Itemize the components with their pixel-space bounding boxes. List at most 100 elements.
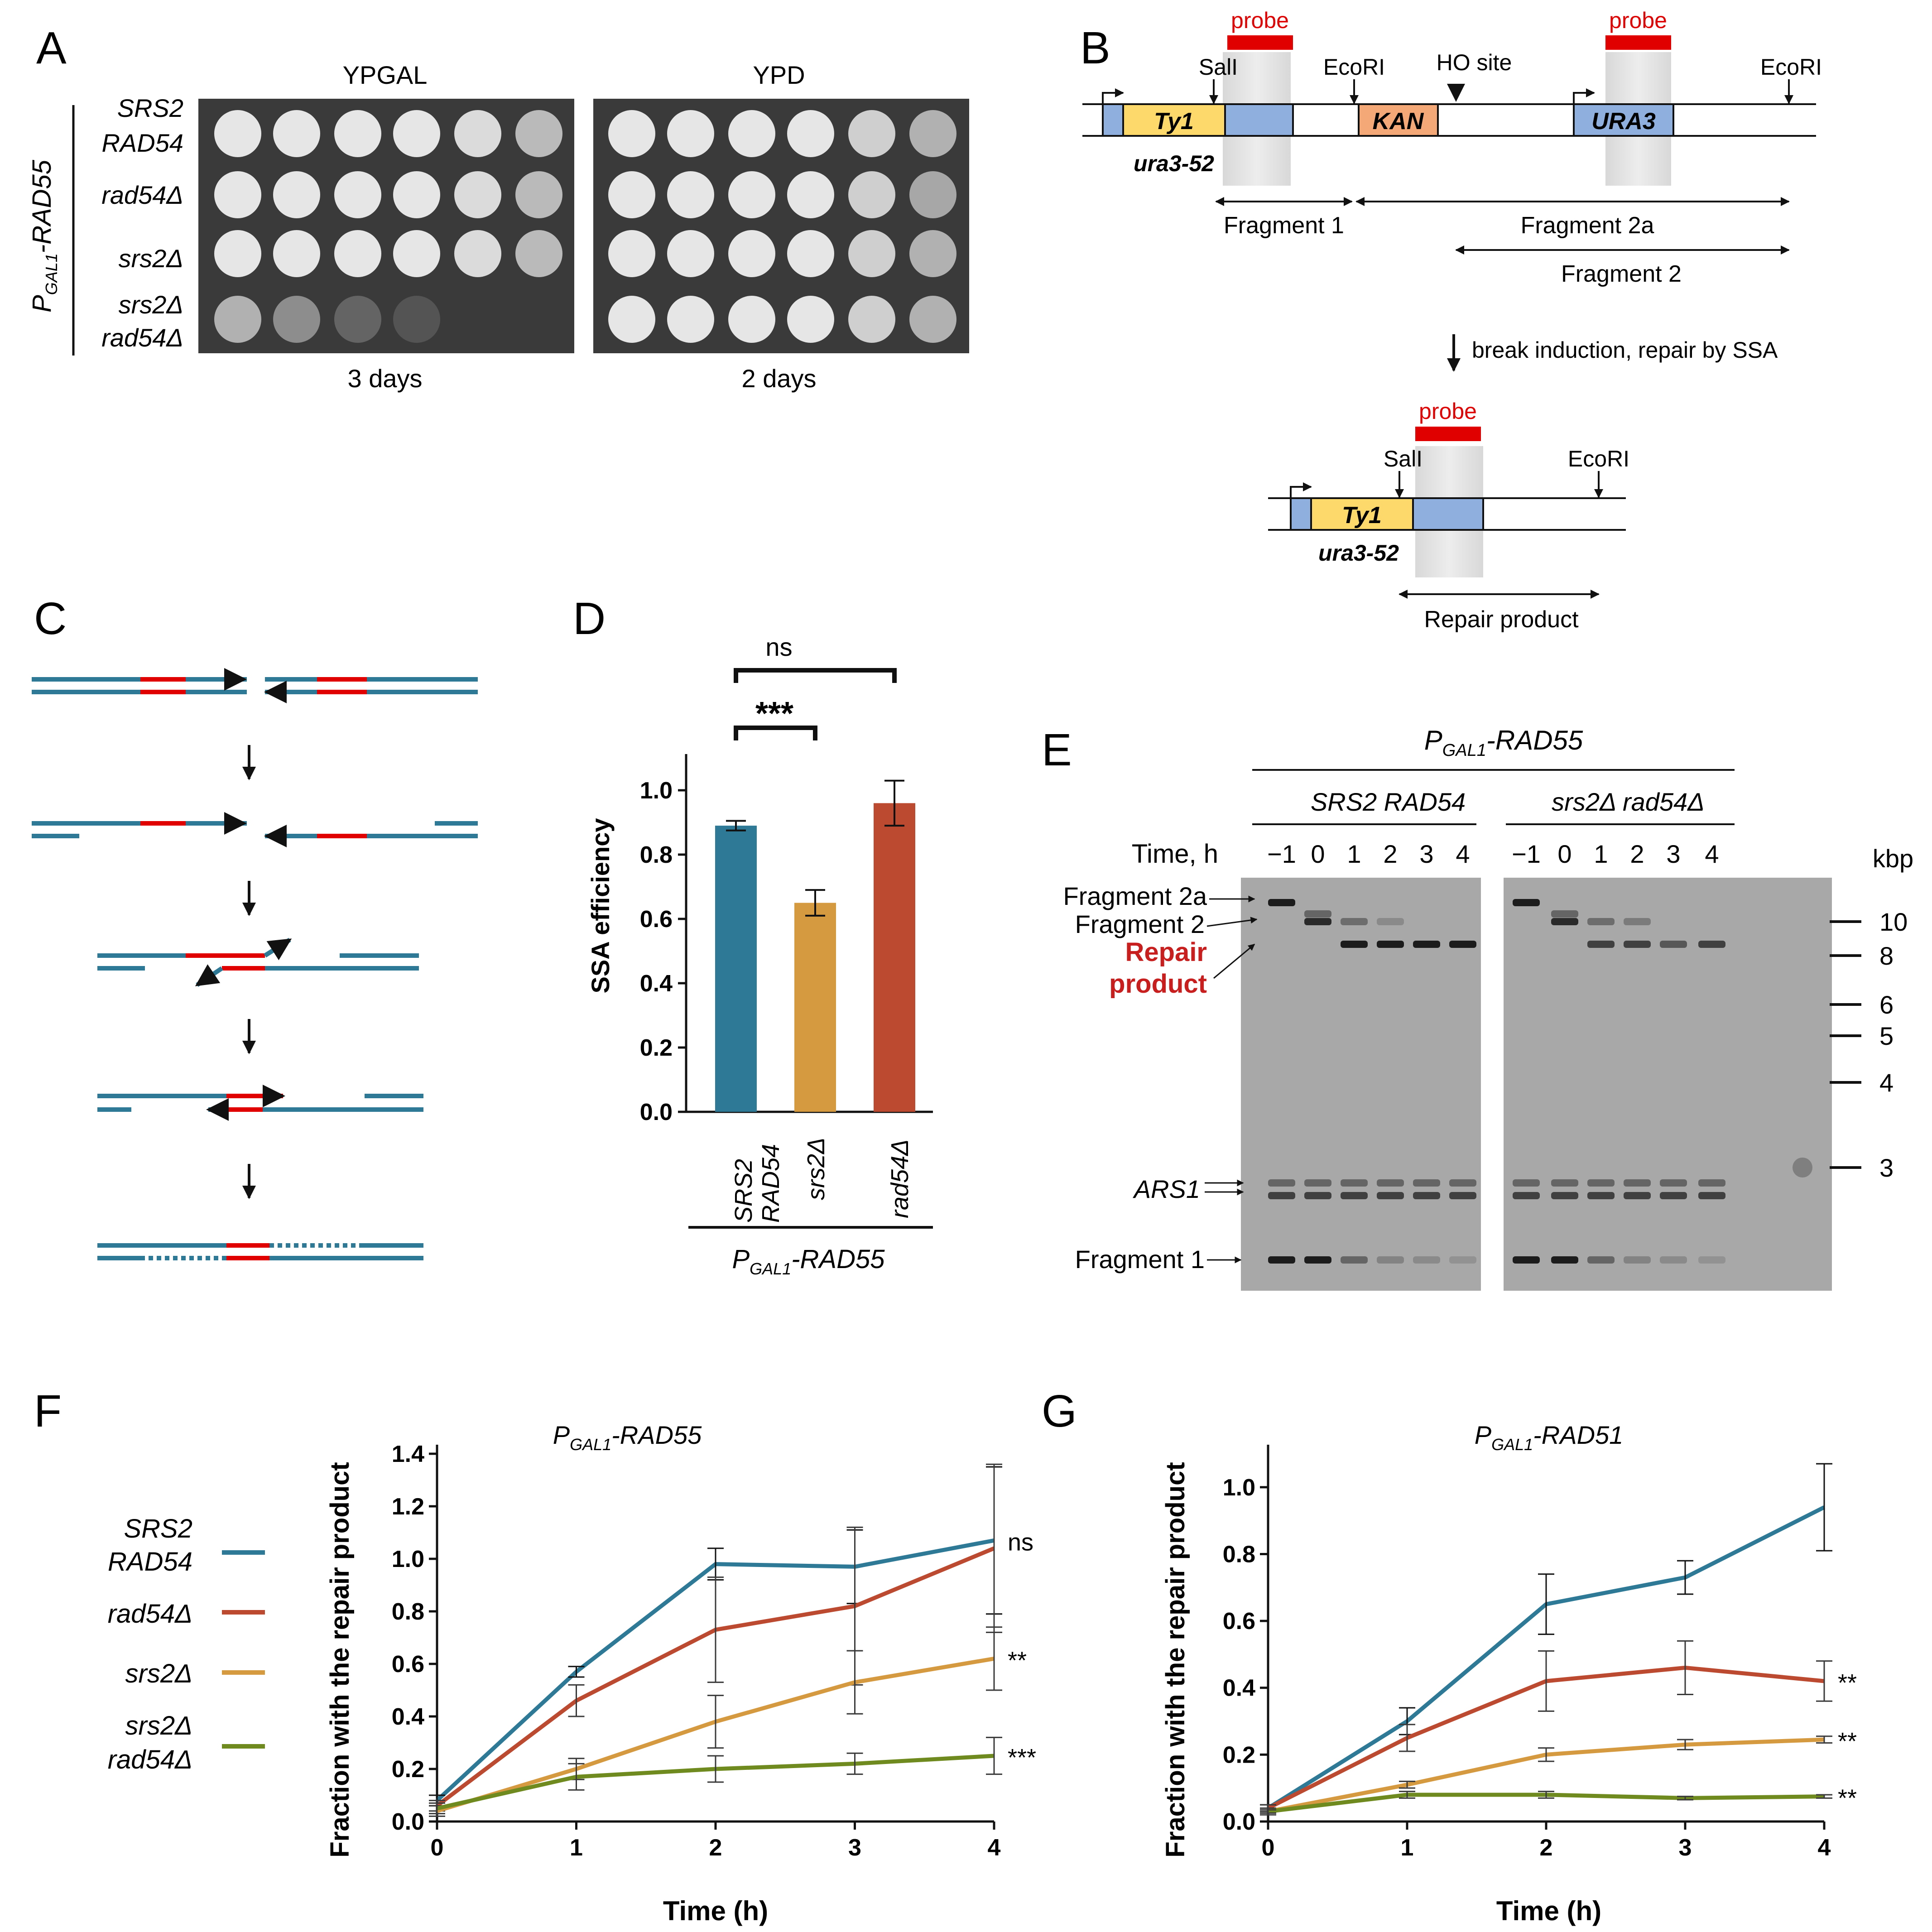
ypgal-spot bbox=[515, 110, 562, 157]
duration-ypgal: 3 days bbox=[348, 364, 423, 393]
duration-ypd: 2 days bbox=[742, 364, 817, 393]
ura3-label: URA3 bbox=[1591, 108, 1656, 135]
probe-label-1: probe bbox=[1231, 8, 1289, 33]
ypgal-spot bbox=[273, 230, 320, 277]
kan-marker bbox=[1358, 103, 1439, 137]
f-ylabel: Fraction with the repair product bbox=[325, 1462, 355, 1857]
y-tick-label: 0.8 bbox=[392, 1599, 424, 1625]
ypgal-spot bbox=[214, 110, 261, 157]
ypd-spot bbox=[608, 171, 655, 218]
d-bracket-stars bbox=[734, 726, 817, 740]
e-label-repair-2: product bbox=[1109, 969, 1207, 999]
ypd-spot bbox=[667, 296, 714, 343]
x-tick-label: 0 bbox=[431, 1835, 444, 1861]
ypgal-spot bbox=[454, 110, 501, 157]
wt-band-frag1 bbox=[1304, 1256, 1331, 1264]
ura3-5prime-segment bbox=[1102, 103, 1124, 137]
e-marker-label-5: 5 bbox=[1879, 1022, 1894, 1050]
legend: SRS2 RAD54 rad54Δ srs2Δ srs2Δ rad54Δ bbox=[108, 1514, 265, 1774]
y-tick-label: 0.2 bbox=[1223, 1742, 1255, 1768]
significance-label: *** bbox=[1008, 1744, 1036, 1771]
break-induction-label: break induction, repair by SSA bbox=[1472, 337, 1778, 363]
mutant-band-ars1 bbox=[1698, 1179, 1725, 1187]
row-label-rad54: rad54Δ bbox=[101, 181, 183, 209]
wt-band-frag1 bbox=[1413, 1256, 1440, 1264]
ypd-spot bbox=[667, 230, 714, 277]
e-lane-1-1: 1 bbox=[1347, 840, 1361, 868]
e-arrow-frag2 bbox=[1206, 917, 1258, 927]
probe-bar-1 bbox=[1227, 35, 1293, 50]
wt-band-ars1 bbox=[1449, 1192, 1476, 1199]
wt-band-frag2 bbox=[1377, 918, 1404, 925]
ypd-spot bbox=[787, 230, 834, 277]
wt-band-frag1 bbox=[1377, 1256, 1404, 1264]
e-lane-2-m1: −1 bbox=[1512, 840, 1541, 868]
e-strain-1: SRS2 RAD54 bbox=[1311, 788, 1466, 816]
wt-band-ars1 bbox=[1304, 1192, 1331, 1199]
repaired-ura3-52-label: ura3-52 bbox=[1318, 540, 1399, 566]
y-tick-label: 1.2 bbox=[392, 1494, 424, 1520]
wt-band-frag2a bbox=[1268, 899, 1295, 906]
mutant-band-ars1 bbox=[1587, 1179, 1615, 1187]
wt-band-frag2 bbox=[1304, 918, 1331, 925]
probe-bar-3 bbox=[1415, 427, 1481, 441]
medium-ypd: YPD bbox=[753, 61, 805, 89]
ty1-label: Ty1 bbox=[1154, 108, 1194, 135]
panel-e: PGAL1-RAD55 SRS2 RAD54 srs2Δ rad54Δ Time… bbox=[1063, 725, 1913, 1291]
ypd-spot bbox=[608, 230, 655, 277]
y-tick-label: 0.6 bbox=[1223, 1608, 1255, 1634]
kan-label: KAN bbox=[1373, 108, 1424, 135]
ypgal-spot bbox=[334, 171, 381, 218]
y-tick-label: 0.4 bbox=[1223, 1675, 1255, 1701]
ypgal-spot bbox=[334, 110, 381, 157]
significance-label: ** bbox=[1838, 1728, 1857, 1755]
e-lane-1-4: 4 bbox=[1456, 840, 1470, 868]
probe-bar-2 bbox=[1605, 35, 1671, 50]
ypgal-spot bbox=[334, 296, 381, 343]
d-y-tick-label: 0.4 bbox=[640, 971, 673, 997]
ypgal-spot bbox=[393, 171, 440, 218]
repaired-ty1 bbox=[1310, 497, 1414, 531]
ypgal-spot bbox=[334, 230, 381, 277]
ypd-spot bbox=[667, 171, 714, 218]
x-tick-label: 1 bbox=[1401, 1835, 1414, 1861]
panel-letter-d: D bbox=[573, 593, 606, 644]
ypd-spot bbox=[909, 171, 956, 218]
panel-letter-a: A bbox=[36, 23, 67, 73]
d-xlabel-rad54: rad54Δ bbox=[886, 1139, 913, 1218]
row-label-double-2: rad54Δ bbox=[101, 323, 183, 352]
chart-d: 0.0 0.2 0.4 0.6 0.8 1.0 bbox=[640, 668, 933, 1125]
g-ylabel: Fraction with the repair product bbox=[1161, 1462, 1190, 1857]
g-title: PGAL1-RAD51 bbox=[1475, 1421, 1624, 1454]
mutant-band-ars1 bbox=[1624, 1179, 1651, 1187]
d-xlabel-wt-2: RAD54 bbox=[757, 1144, 784, 1223]
legend-double-2: rad54Δ bbox=[108, 1745, 192, 1774]
ypd-spot bbox=[909, 110, 956, 157]
mutant-band-frag2a bbox=[1551, 910, 1578, 918]
ecori-site-label-1: EcoRI bbox=[1323, 54, 1385, 80]
row-label-wt-1: SRS2 bbox=[117, 94, 183, 122]
e-arrow-repair bbox=[1213, 943, 1255, 979]
panel-b: probe probe Ty1 KAN URA3 ura3-52 SalI Ec… bbox=[1082, 8, 1822, 633]
wt-band-ars1 bbox=[1377, 1192, 1404, 1199]
mutant-band-frag1 bbox=[1660, 1256, 1687, 1264]
ypgal-spot bbox=[393, 110, 440, 157]
probe-label-3: probe bbox=[1419, 399, 1477, 424]
wt-band-frag1 bbox=[1268, 1256, 1295, 1264]
x-tick-label: 3 bbox=[848, 1835, 861, 1861]
significance-label: ** bbox=[1838, 1785, 1857, 1812]
ecori-site-label-2: EcoRI bbox=[1760, 54, 1822, 80]
row-label-double-1: srs2Δ bbox=[119, 290, 183, 319]
ho-site-marker bbox=[1447, 84, 1465, 102]
ypgal-spot bbox=[454, 230, 501, 277]
d-group-label: PGAL1-RAD55 bbox=[732, 1245, 885, 1278]
repaired-ty1-label: Ty1 bbox=[1342, 502, 1382, 529]
wt-band-repair bbox=[1413, 941, 1440, 948]
mutant-band-ars1 bbox=[1660, 1179, 1687, 1187]
x-tick-label: 2 bbox=[709, 1835, 722, 1861]
ypd-spot bbox=[728, 296, 775, 343]
ypd-spot bbox=[608, 110, 655, 157]
repair-product-label: Repair product bbox=[1424, 606, 1579, 633]
ypgal-spot bbox=[214, 171, 261, 218]
panel-letter-f: F bbox=[34, 1386, 62, 1437]
